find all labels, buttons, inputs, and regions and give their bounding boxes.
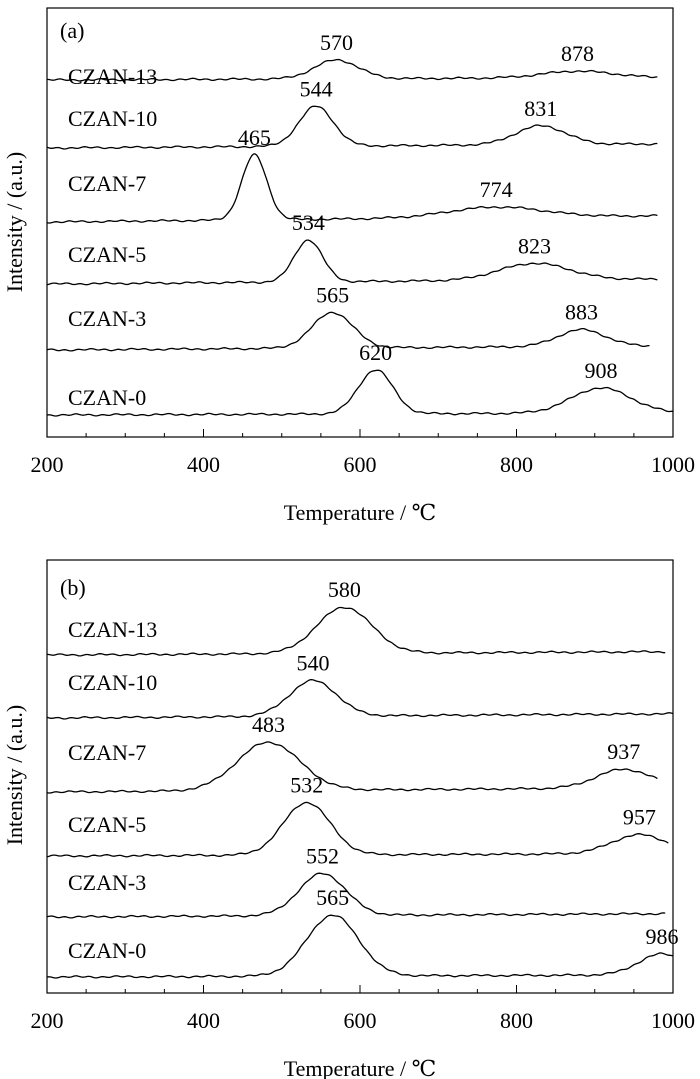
series-curve-czan-10 [46, 105, 658, 150]
series-curve-czan-5 [46, 239, 658, 286]
x-tick-label: 400 [187, 452, 220, 477]
peak-label: 883 [565, 300, 598, 325]
x-tick-label: 600 [344, 1008, 377, 1033]
series-curve-czan-7 [46, 741, 658, 794]
series-curve-czan-0 [46, 369, 673, 417]
chart-panel-a: 200 400 600 800 1000 Temperature / ℃ Intensity… [2, 7, 695, 525]
series-label: CZAN-7 [68, 171, 146, 196]
series-label: CZAN-13 [68, 617, 157, 642]
peak-label: 823 [518, 233, 551, 258]
series-label: CZAN-3 [68, 306, 146, 331]
peak-label: 620 [359, 340, 392, 365]
peak-label: 986 [646, 924, 679, 949]
x-tick-label: 800 [500, 1008, 533, 1033]
series-curve-czan-10 [46, 678, 674, 720]
series-curve-czan-3 [46, 872, 666, 919]
peak-label: 465 [238, 125, 271, 150]
series-label: CZAN-10 [68, 106, 157, 131]
x-axis-label: Temperature / ℃ [284, 1056, 437, 1079]
panel-label: (a) [60, 18, 84, 43]
x-tick-label: 1000 [651, 452, 695, 477]
series-curve-czan-3 [46, 311, 650, 352]
series-label: CZAN-13 [68, 64, 157, 89]
series-label: CZAN-3 [68, 870, 146, 895]
peak-label: 580 [328, 577, 361, 602]
peak-label: 565 [316, 885, 349, 910]
peak-label: 540 [297, 651, 330, 676]
x-tick-label: 400 [187, 1008, 220, 1033]
x-tick-label: 600 [344, 452, 377, 477]
peak-label: 532 [290, 772, 323, 797]
chart-panel-b: 200 400 600 800 1000 Temperature / ℃ Intensity… [2, 559, 695, 1079]
series-curve-czan-0 [46, 914, 674, 979]
series-curve-czan-7 [46, 153, 658, 224]
peak-label: 534 [292, 210, 325, 235]
series-label: CZAN-5 [68, 812, 146, 837]
peak-label: 570 [320, 30, 353, 55]
peak-label: 878 [561, 41, 594, 66]
series-label: CZAN-0 [68, 938, 146, 963]
peak-label: 908 [585, 358, 618, 383]
x-tick-label: 200 [31, 452, 64, 477]
y-axis-label: Intensity / (a.u.) [2, 152, 27, 293]
series-curve-czan-13 [46, 58, 658, 82]
peak-label: 552 [306, 844, 339, 869]
x-axis-label: Temperature / ℃ [284, 500, 437, 525]
peak-label: 544 [300, 76, 333, 101]
peak-label: 774 [480, 177, 513, 202]
series-label: CZAN-5 [68, 242, 146, 267]
x-tick-label: 800 [500, 452, 533, 477]
peak-label: 831 [524, 96, 557, 121]
series-curve-czan-13 [46, 606, 666, 657]
peak-label: 937 [607, 739, 640, 764]
y-axis-label: Intensity / (a.u.) [2, 705, 27, 846]
peak-label: 957 [623, 805, 656, 830]
peak-label: 565 [316, 282, 349, 307]
x-tick-label: 200 [31, 1008, 64, 1033]
series-label: CZAN-10 [68, 670, 157, 695]
series-label: CZAN-7 [68, 740, 146, 765]
x-tick-label: 1000 [651, 1008, 695, 1033]
peak-label: 483 [252, 712, 285, 737]
series-curve-czan-5 [46, 801, 669, 858]
series-label: CZAN-0 [68, 385, 146, 410]
panel-label: (b) [60, 575, 86, 600]
